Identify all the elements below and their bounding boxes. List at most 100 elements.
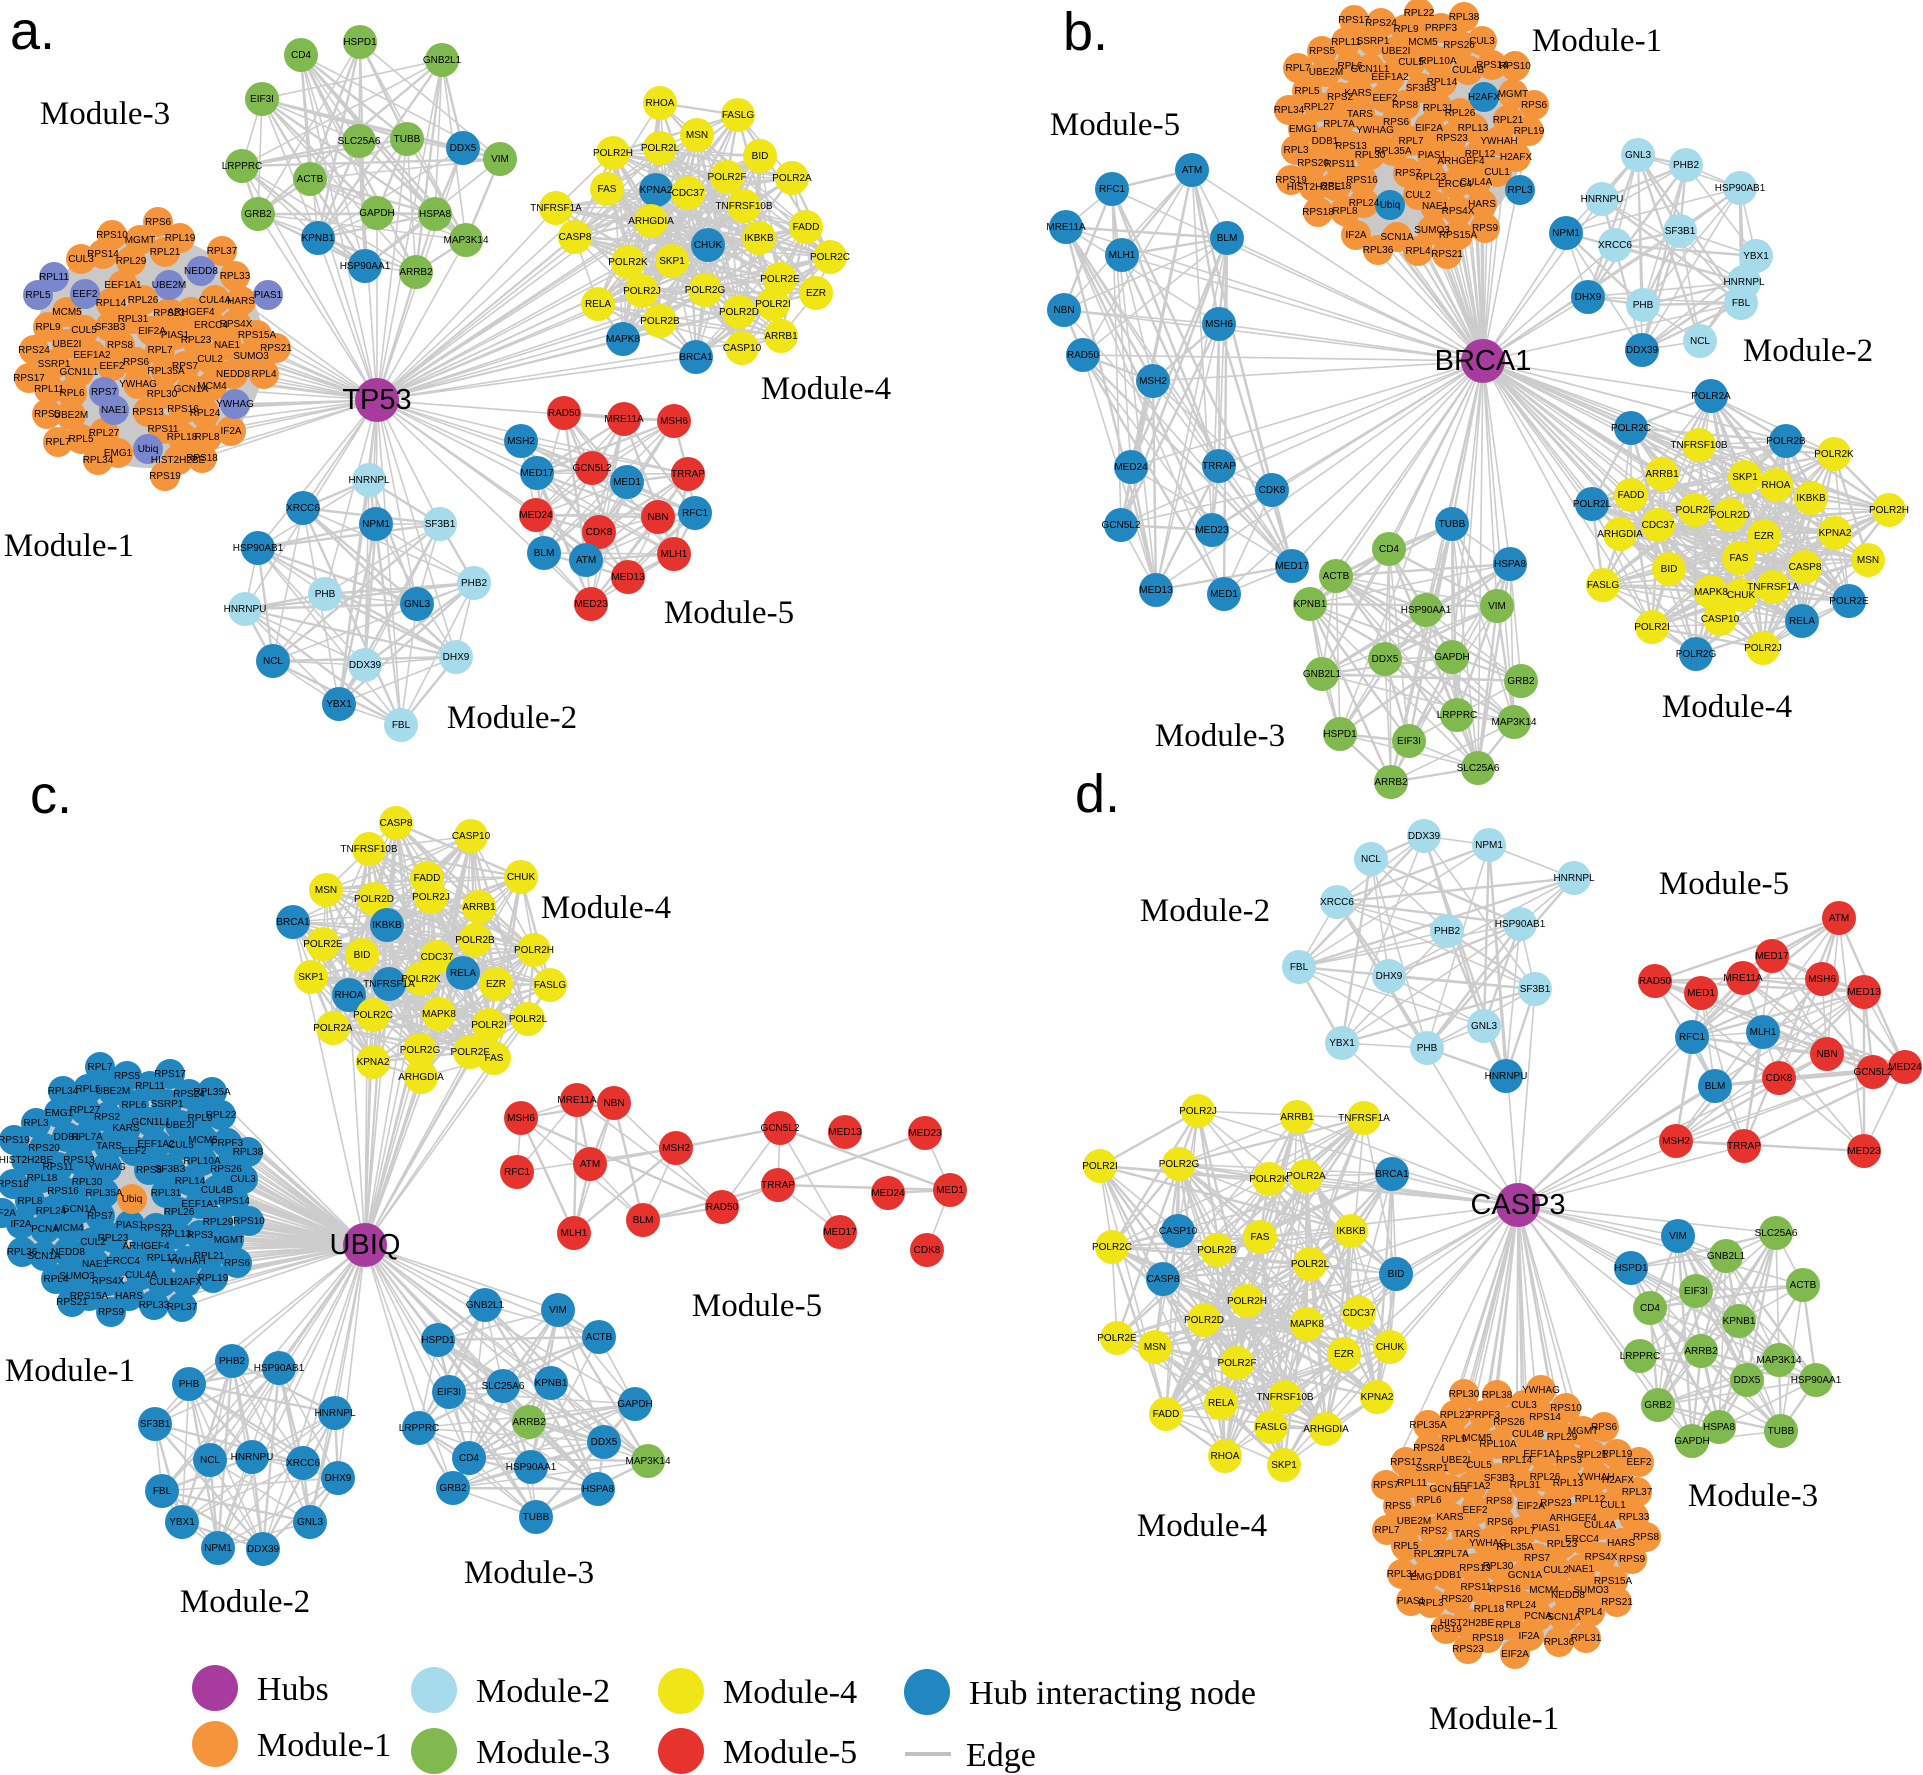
svg-text:RPL38: RPL38 xyxy=(233,1147,264,1158)
svg-text:POLR2K: POLR2K xyxy=(401,974,441,985)
svg-text:RPL22: RPL22 xyxy=(1440,1410,1471,1421)
svg-text:NCL: NCL xyxy=(1361,854,1381,865)
svg-text:CASP10: CASP10 xyxy=(1159,1226,1198,1237)
svg-text:NAE1: NAE1 xyxy=(82,1259,109,1270)
svg-text:Module-1: Module-1 xyxy=(4,528,134,564)
svg-text:Edge: Edge xyxy=(966,1737,1036,1774)
svg-text:RPL8: RPL8 xyxy=(1495,1620,1520,1631)
svg-text:HNRNPU: HNRNPU xyxy=(1581,194,1624,205)
svg-text:RELA: RELA xyxy=(585,299,611,310)
svg-text:ERCC4: ERCC4 xyxy=(1565,1534,1599,1545)
svg-text:HSP90AB1: HSP90AB1 xyxy=(1715,183,1766,194)
svg-text:RPL5: RPL5 xyxy=(1393,1541,1418,1552)
svg-text:MSH2: MSH2 xyxy=(1139,376,1167,387)
svg-text:YWHAH: YWHAH xyxy=(1577,1472,1614,1483)
svg-text:MRE11A: MRE11A xyxy=(604,414,644,425)
svg-text:CDK8: CDK8 xyxy=(914,1245,941,1256)
svg-text:RPL8: RPL8 xyxy=(17,1196,42,1207)
svg-text:EEF1A1: EEF1A1 xyxy=(104,280,142,291)
svg-text:BRCA1: BRCA1 xyxy=(1435,345,1532,377)
svg-text:TRRAP: TRRAP xyxy=(1727,1141,1761,1152)
svg-text:GAPDH: GAPDH xyxy=(1434,652,1470,663)
svg-text:EMG1: EMG1 xyxy=(104,448,133,459)
svg-text:YWHAG: YWHAG xyxy=(1356,125,1394,136)
svg-text:ARHGDIA: ARHGDIA xyxy=(1597,529,1643,540)
svg-text:SKP1: SKP1 xyxy=(659,256,685,267)
svg-text:MED17: MED17 xyxy=(1275,561,1309,572)
svg-text:VIM: VIM xyxy=(549,1305,567,1316)
svg-text:RPL36: RPL36 xyxy=(1544,1637,1575,1648)
svg-text:Module-3: Module-3 xyxy=(476,1734,610,1771)
svg-text:FADD: FADD xyxy=(1618,490,1645,501)
svg-text:TRRAP: TRRAP xyxy=(671,469,705,480)
svg-text:RPL3: RPL3 xyxy=(1283,145,1308,156)
svg-text:CDK8: CDK8 xyxy=(1259,485,1286,496)
svg-text:RAD50: RAD50 xyxy=(548,408,581,419)
svg-text:POLR2L: POLR2L xyxy=(1573,499,1612,510)
svg-text:CUL3: CUL3 xyxy=(230,1174,256,1185)
svg-text:RPL13: RPL13 xyxy=(161,1229,192,1240)
svg-text:UBE2M: UBE2M xyxy=(1309,67,1343,78)
svg-text:RPL3: RPL3 xyxy=(23,1118,48,1129)
svg-text:RPS26: RPS26 xyxy=(1493,1417,1525,1428)
svg-text:XRCC6: XRCC6 xyxy=(1598,240,1632,251)
svg-text:TRRAP: TRRAP xyxy=(761,1180,795,1191)
svg-text:RPS11: RPS11 xyxy=(1325,159,1356,170)
svg-text:RPS24: RPS24 xyxy=(173,1089,205,1100)
svg-text:RPL18: RPL18 xyxy=(1474,1604,1505,1615)
svg-text:GNL3: GNL3 xyxy=(1471,1021,1498,1032)
svg-text:RPS6: RPS6 xyxy=(123,357,150,368)
svg-text:RPS18: RPS18 xyxy=(1302,207,1334,218)
svg-text:ARRB1: ARRB1 xyxy=(1645,469,1679,480)
svg-text:ARRB1: ARRB1 xyxy=(462,902,496,913)
svg-text:RPL34: RPL34 xyxy=(1387,1569,1418,1580)
svg-text:ERCC4: ERCC4 xyxy=(106,1256,140,1267)
svg-text:SF3B3: SF3B3 xyxy=(95,322,126,333)
svg-text:POLR2E: POLR2E xyxy=(1097,1333,1137,1344)
svg-text:RPS7: RPS7 xyxy=(1524,1553,1551,1564)
svg-text:MED23: MED23 xyxy=(574,599,608,610)
svg-text:KARS: KARS xyxy=(112,1123,140,1134)
svg-text:EIF3I: EIF3I xyxy=(250,94,274,105)
svg-text:PHB2: PHB2 xyxy=(1673,160,1700,171)
svg-text:RPL3: RPL3 xyxy=(1507,185,1532,196)
svg-text:CASP10: CASP10 xyxy=(723,343,762,354)
svg-text:NCL: NCL xyxy=(263,656,283,667)
svg-text:EEF1A2: EEF1A2 xyxy=(73,350,111,361)
svg-text:RPL8: RPL8 xyxy=(1332,206,1357,217)
svg-text:POLR2I: POLR2I xyxy=(755,299,791,310)
svg-text:MED23: MED23 xyxy=(1847,1146,1881,1157)
svg-text:RPL14: RPL14 xyxy=(1427,77,1458,88)
svg-text:RPL35A: RPL35A xyxy=(193,1087,231,1098)
svg-text:RPL26: RPL26 xyxy=(128,295,159,306)
svg-text:RPS6: RPS6 xyxy=(145,217,172,228)
svg-text:HARS: HARS xyxy=(227,296,255,307)
svg-text:IKBKB: IKBKB xyxy=(1336,1226,1366,1237)
svg-text:EEF1A1: EEF1A1 xyxy=(181,1199,219,1210)
svg-text:POLR2H: POLR2H xyxy=(1869,505,1909,516)
svg-text:POLR2K: POLR2K xyxy=(1249,1174,1289,1185)
svg-text:MLH1: MLH1 xyxy=(1750,1027,1777,1038)
svg-text:MGMT: MGMT xyxy=(125,235,156,246)
svg-text:Module-5: Module-5 xyxy=(723,1734,857,1771)
svg-text:EEF1A2: EEF1A2 xyxy=(137,1139,175,1150)
svg-text:EIF2A: EIF2A xyxy=(1517,1501,1545,1512)
svg-text:RPS14: RPS14 xyxy=(87,249,119,260)
svg-text:POLR2H: POLR2H xyxy=(514,945,554,956)
svg-text:POLR2C: POLR2C xyxy=(353,1010,393,1021)
svg-text:RPS4X: RPS4X xyxy=(92,1276,125,1287)
svg-text:MED17: MED17 xyxy=(823,1227,857,1238)
svg-text:RPL37: RPL37 xyxy=(167,1302,198,1313)
svg-text:GNB2L1: GNB2L1 xyxy=(423,55,462,66)
svg-text:RPL24: RPL24 xyxy=(1506,1600,1537,1611)
svg-text:RPL7: RPL7 xyxy=(1374,1525,1399,1536)
svg-text:RPS14: RPS14 xyxy=(1476,60,1508,71)
svg-text:EEF2: EEF2 xyxy=(72,289,97,300)
svg-text:RPS7: RPS7 xyxy=(1395,168,1422,179)
svg-text:MED13: MED13 xyxy=(828,1127,862,1138)
svg-text:POLR2K: POLR2K xyxy=(608,257,648,268)
svg-text:CHUK: CHUK xyxy=(694,240,723,251)
svg-text:RPS3: RPS3 xyxy=(187,1230,214,1241)
svg-text:CUL3: CUL3 xyxy=(1511,1400,1537,1411)
svg-text:ATM: ATM xyxy=(580,1159,600,1170)
